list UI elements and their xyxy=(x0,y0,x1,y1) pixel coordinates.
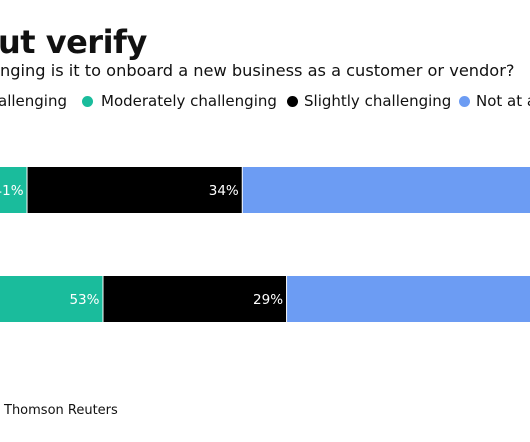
bar-slightly-1 xyxy=(27,167,242,213)
legend-label-not-at-all: Not at a xyxy=(476,92,530,110)
bar-moderately-2 xyxy=(0,276,103,322)
bar-not-at-all-2 xyxy=(287,276,530,322)
legend-label-slightly: Slightly challenging xyxy=(304,92,452,110)
legend-label-challenging: allenging xyxy=(0,92,67,110)
data-label-moderately-1: 41% xyxy=(0,183,24,199)
data-label-slightly-1: 34% xyxy=(209,183,239,199)
legend-dot-not-at-all xyxy=(459,96,470,107)
data-label-slightly-2: 29% xyxy=(253,292,283,308)
chart-subtitle: nging is it to onboard a new business as… xyxy=(0,61,515,80)
legend-dot-slightly xyxy=(287,96,298,107)
bar-moderately-1 xyxy=(0,167,27,213)
legend-dot-moderately xyxy=(82,96,93,107)
bar-not-at-all-1 xyxy=(242,167,530,213)
chart-source: Thomson Reuters xyxy=(4,403,118,418)
chart-title: ut verify xyxy=(0,23,147,61)
legend-label-moderately: Moderately challenging xyxy=(101,92,277,110)
data-label-moderately-2: 53% xyxy=(69,292,99,308)
bar-slightly-2 xyxy=(103,276,287,322)
